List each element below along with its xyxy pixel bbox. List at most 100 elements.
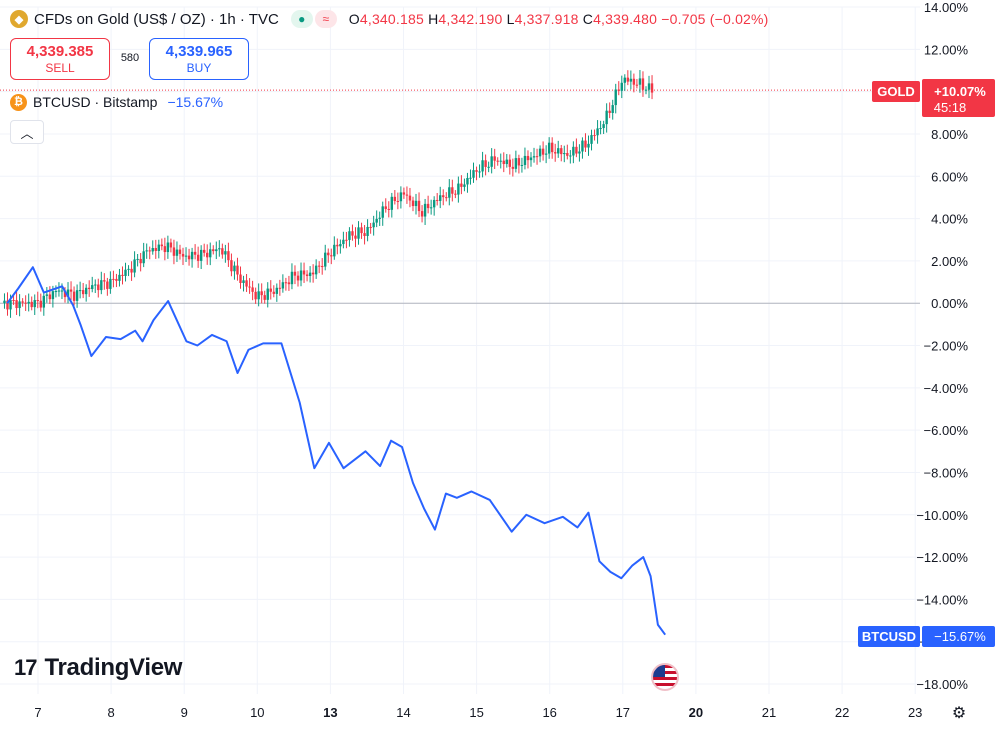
gold-candle [426, 203, 430, 209]
logo-text: TradingView [44, 654, 183, 681]
gold-candle [263, 295, 266, 300]
compare-legend[interactable]: ₿ BTCUSD · Bitstamp −15.67% [10, 92, 223, 112]
change-value: −0.705 (−0.02%) [661, 11, 769, 27]
gold-candle [439, 195, 442, 201]
buy-button[interactable]: 4,339.965 BUY [149, 38, 249, 80]
gold-candle [602, 124, 605, 129]
collapse-legend-button[interactable]: ︿ [10, 120, 44, 144]
y-tick-label: −18.00% [916, 677, 968, 692]
gold-candle [330, 255, 333, 257]
gold-candle [84, 287, 88, 295]
gold-candle [302, 270, 306, 275]
gold-candle [429, 207, 433, 209]
gold-candle [369, 226, 372, 228]
bar-countdown: 45:18 [934, 100, 967, 115]
gold-candle [100, 280, 103, 291]
gold-candle [466, 177, 469, 185]
x-tick-label: 14 [396, 705, 410, 720]
x-tick-label: 22 [835, 705, 849, 720]
gold-candle [402, 192, 406, 195]
gold-candle [106, 281, 109, 289]
gold-candle [526, 155, 530, 161]
gold-candle [357, 227, 360, 239]
gold-candle [45, 294, 49, 296]
btcusd-last-value-label: BTCUSD −15.67% [858, 626, 995, 647]
gold-candle [541, 148, 545, 155]
gold-candle [375, 218, 378, 223]
gold-candle [435, 199, 439, 201]
gold-candle [245, 280, 248, 287]
gold-candle [127, 268, 130, 270]
gold-candle [24, 302, 27, 304]
gear-icon[interactable]: ⚙ [951, 705, 967, 722]
gold-candle [260, 291, 263, 296]
grid-lines [0, 6, 920, 694]
gold-candle [75, 290, 79, 301]
gold-candle [81, 290, 85, 295]
gold-candle [547, 142, 551, 154]
y-tick-label: 4.00% [931, 212, 968, 227]
sell-button[interactable]: 4,339.385 SELL [10, 38, 110, 80]
legend-header[interactable]: ◆ CFDs on Gold (US$ / OZ) · 1h · TVC ● ≈… [10, 8, 769, 30]
gold-candle [538, 148, 542, 157]
symbol-title[interactable]: CFDs on Gold (US$ / OZ) · 1h · TVC [34, 10, 279, 28]
gold-candle [599, 128, 602, 130]
gold-candle [209, 249, 212, 258]
us-flag-event-icon[interactable] [651, 663, 679, 691]
gold-candle [202, 249, 206, 253]
gold-candle [190, 251, 194, 260]
gold-candle [227, 251, 230, 261]
tradingview-logo[interactable]: 17 TradingView [14, 654, 182, 682]
market-status-pill[interactable]: ● ≈ [290, 10, 337, 28]
gold-candle [63, 290, 67, 298]
gold-candle [529, 157, 533, 161]
gold-candle [305, 274, 309, 277]
gold-candle [36, 300, 39, 302]
gold-candle [626, 77, 630, 82]
gold-candle [502, 160, 505, 165]
gold-candle [272, 291, 275, 294]
gold-candle [311, 272, 315, 275]
gold-candle [6, 300, 9, 310]
gold-candle [60, 290, 64, 292]
gold-candle [27, 301, 30, 304]
gold-candle [321, 266, 324, 268]
gold-candle [193, 251, 197, 255]
tradingview-logo-icon: 17 [14, 655, 38, 680]
gold-candle [381, 206, 384, 218]
gold-candle [296, 275, 300, 281]
time-axis[interactable]: 7 8 9 10 13 14 15 16 17 20 21 22 23 [34, 705, 922, 720]
gold-candle [399, 192, 403, 202]
gold-candle [487, 166, 490, 168]
gold-candle [139, 258, 142, 264]
gold-candle [251, 287, 254, 292]
gold-candle [148, 250, 151, 252]
gold-last-value: +10.07% [934, 84, 986, 99]
gold-candle [348, 231, 351, 240]
gold-candle [39, 300, 42, 308]
x-tick-label: 13 [323, 705, 337, 720]
gold-candle [160, 244, 164, 247]
gold-candle [405, 194, 409, 196]
gold-candle [48, 294, 52, 300]
gold-candle [496, 160, 499, 162]
gold-candle [69, 289, 73, 292]
gold-candle [457, 183, 460, 195]
compare-symbol[interactable]: BTCUSD · Bitstamp [33, 94, 158, 110]
bitcoin-icon: ₿ [10, 93, 27, 111]
compare-change: −15.67% [167, 94, 224, 110]
gold-candle [218, 248, 221, 250]
gold-candle [584, 140, 587, 148]
gold-candle [520, 164, 524, 166]
gold-candle [454, 193, 457, 195]
gold-candle [157, 244, 161, 251]
y-tick-label: −2.00% [924, 339, 969, 354]
gold-candle [393, 196, 397, 202]
gold-candle [254, 291, 257, 300]
gold-candle [51, 291, 55, 300]
x-tick-label: 8 [107, 705, 114, 720]
gold-candle [169, 242, 173, 248]
y-tick-label: −14.00% [916, 592, 968, 607]
sell-price: 4,339.385 [26, 43, 94, 60]
